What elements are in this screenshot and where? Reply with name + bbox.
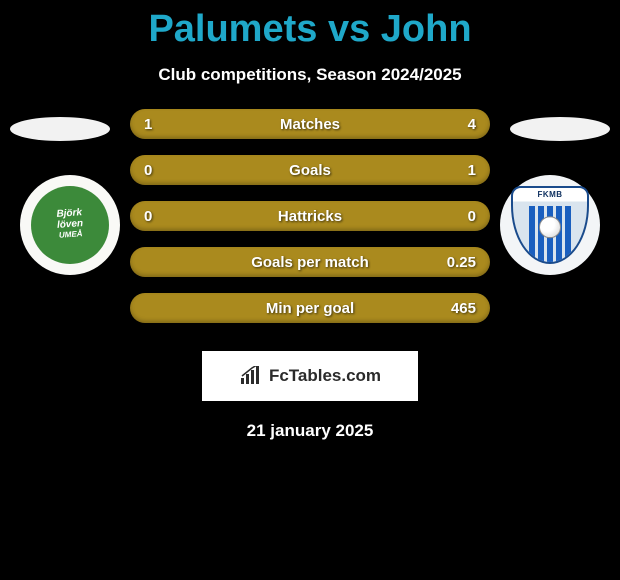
- shield-icon: FKMB: [511, 186, 589, 264]
- stat-label: Min per goal: [130, 300, 490, 317]
- stat-right-value: 0.25: [447, 254, 476, 271]
- ellipse-right: [510, 117, 610, 141]
- badge-green-text: Björk löven UMEÅ: [56, 208, 84, 241]
- subtitle: Club competitions, Season 2024/2025: [0, 65, 620, 85]
- stat-right-value: 465: [451, 300, 476, 317]
- stat-right-value: 1: [468, 162, 476, 179]
- ellipse-left: [10, 117, 110, 141]
- stat-row-matches: 1 Matches 4: [130, 109, 490, 139]
- stat-label: Goals per match: [130, 254, 490, 271]
- stat-label: Hattricks: [130, 208, 490, 225]
- stat-bars: 1 Matches 4 0 Goals 1 0 Hattricks 0 Goal…: [130, 109, 490, 339]
- badge-line: UMEÅ: [59, 229, 83, 240]
- badge-green: Björk löven UMEÅ: [31, 186, 109, 264]
- stat-right-value: 0: [468, 208, 476, 225]
- team-logo-left: Björk löven UMEÅ: [20, 175, 120, 275]
- stat-right-value: 4: [468, 116, 476, 133]
- stats-area: Björk löven UMEÅ FKMB 1 Matches 4 0 Goal…: [0, 109, 620, 339]
- bar-chart-icon: [239, 366, 263, 386]
- date-text: 21 january 2025: [0, 421, 620, 441]
- stat-label: Goals: [130, 162, 490, 179]
- ball-icon: [539, 216, 561, 238]
- badge-blue: FKMB: [511, 186, 589, 264]
- brand-box[interactable]: FcTables.com: [202, 351, 418, 401]
- stat-label: Matches: [130, 116, 490, 133]
- team-logo-right: FKMB: [500, 175, 600, 275]
- stat-row-goals: 0 Goals 1: [130, 155, 490, 185]
- stat-row-min-per-goal: Min per goal 465: [130, 293, 490, 323]
- stat-row-hattricks: 0 Hattricks 0: [130, 201, 490, 231]
- shield-top-text: FKMB: [513, 190, 587, 199]
- brand-text: FcTables.com: [269, 366, 381, 386]
- page-title: Palumets vs John: [0, 0, 620, 51]
- stat-row-goals-per-match: Goals per match 0.25: [130, 247, 490, 277]
